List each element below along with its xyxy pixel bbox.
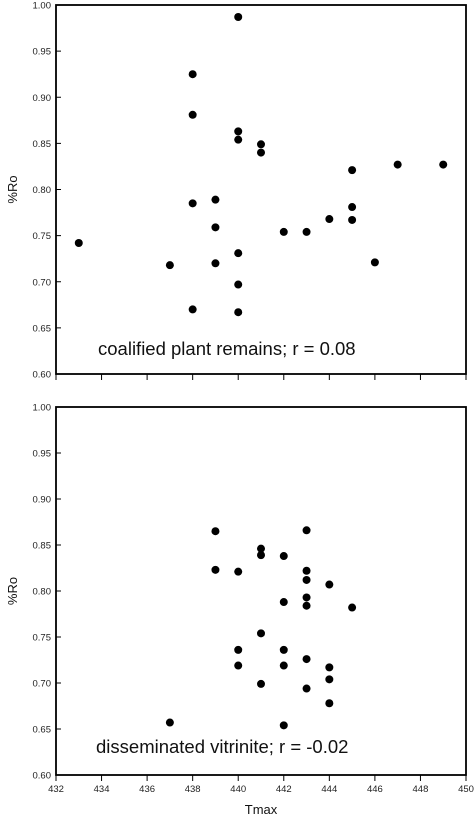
data-point	[439, 160, 448, 169]
x-tick-label: 432	[48, 784, 64, 795]
y-axis-title: %Ro	[5, 175, 20, 203]
data-point	[279, 661, 288, 670]
data-point	[348, 215, 357, 224]
data-point	[279, 227, 288, 236]
data-point	[234, 135, 243, 144]
y-tick-label: 1.00	[33, 403, 52, 414]
y-tick-label: 0.95	[33, 47, 52, 58]
y-tick-label: 0.85	[33, 139, 52, 150]
y-tick-label: 0.75	[33, 231, 52, 242]
x-tick-label: 436	[139, 784, 155, 795]
data-point	[234, 567, 243, 576]
y-tick-label: 0.65	[33, 725, 52, 736]
y-tick-label: 0.75	[33, 633, 52, 644]
correlation-annotation: coalified plant remains; r = 0.08	[98, 338, 356, 359]
data-point	[234, 12, 243, 21]
data-point	[234, 661, 243, 670]
data-point	[188, 110, 197, 119]
y-tick-label: 0.60	[33, 771, 52, 782]
top-scatter-panel: 0.60 0.65 0.70 0.75 0.80 0.85 0.90 0.95 1.00 %Ro c…	[5, 1, 467, 381]
data-point	[348, 166, 357, 175]
y-tick-label: 0.85	[33, 541, 52, 552]
data-point	[257, 679, 265, 688]
correlation-annotation: disseminated vitrinite; r = -0.02	[96, 736, 348, 757]
data-point	[370, 258, 379, 267]
data-point	[74, 239, 83, 248]
data-point	[188, 305, 197, 314]
y-tick-label: 1.00	[33, 1, 52, 12]
data-point	[234, 127, 243, 136]
y-tick-label: 0.65	[33, 323, 52, 334]
data-point	[234, 249, 243, 258]
data-point	[211, 259, 220, 268]
x-tick-label: 440	[230, 784, 246, 795]
data-point	[302, 566, 311, 575]
bottom-scatter-panel: 0.60 0.65 0.70 0.75 0.80 0.85 0.90 0.95 1.00 432 4…	[5, 403, 474, 818]
data-point	[188, 199, 197, 208]
y-tick-label: 0.80	[33, 587, 52, 598]
data-point	[302, 684, 311, 693]
x-tick-label: 434	[94, 784, 110, 795]
data-point	[211, 195, 220, 204]
data-point	[257, 148, 265, 157]
y-tick-label: 0.60	[33, 370, 52, 381]
data-point	[165, 718, 174, 727]
plot-frame	[55, 406, 467, 776]
x-tick-label: 442	[276, 784, 292, 795]
data-point	[348, 603, 357, 612]
x-tick-label: 438	[185, 784, 201, 795]
data-point	[279, 552, 288, 561]
x-tick-label: 446	[367, 784, 383, 795]
data-point	[165, 261, 174, 270]
data-point	[234, 280, 243, 289]
data-point	[302, 575, 311, 584]
data-point	[325, 699, 334, 708]
y-tick-label: 0.90	[33, 495, 52, 506]
data-point	[188, 70, 197, 79]
data-point	[257, 544, 265, 553]
y-tick-label: 0.95	[33, 449, 52, 460]
data-point	[211, 565, 220, 574]
data-point	[302, 227, 311, 236]
x-tick-label: 444	[321, 784, 337, 795]
data-point	[325, 675, 334, 684]
data-point	[234, 645, 243, 654]
data-point	[211, 527, 220, 536]
x-tick-label: 448	[413, 784, 429, 795]
y-tick-label: 0.70	[33, 679, 52, 690]
data-point	[211, 223, 220, 232]
data-point	[325, 663, 334, 672]
data-point	[257, 140, 265, 149]
y-tick-label: 0.80	[33, 185, 52, 196]
x-tick-label: 450	[458, 784, 474, 795]
data-point	[234, 308, 243, 317]
data-point	[279, 645, 288, 654]
x-axis-title: Tmax	[245, 802, 278, 817]
data-point	[325, 580, 334, 589]
y-axis-title: %Ro	[5, 577, 20, 605]
data-point	[257, 551, 265, 560]
y-tick-label: 0.70	[33, 277, 52, 288]
data-point	[325, 215, 334, 224]
data-point	[393, 160, 402, 169]
y-tick-label: 0.90	[33, 93, 52, 104]
data-point	[279, 721, 288, 730]
data-point	[302, 593, 311, 602]
data-point	[348, 203, 357, 212]
data-point	[257, 629, 265, 638]
data-point	[302, 526, 311, 535]
data-point	[302, 655, 311, 664]
data-point	[302, 601, 311, 610]
data-point	[279, 598, 288, 607]
plot-frame	[55, 4, 467, 375]
